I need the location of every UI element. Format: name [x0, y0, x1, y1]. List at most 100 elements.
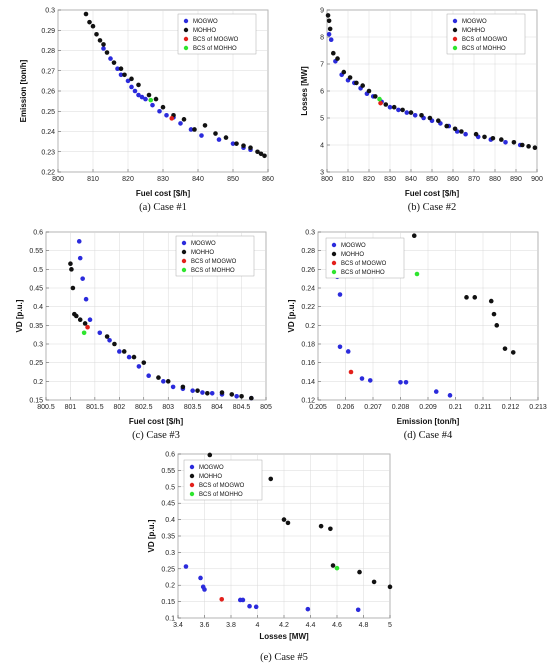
point-mohho — [444, 123, 449, 129]
y-tick-labels: 0.15 0.2 0.25 0.3 0.35 0.4 0.45 0.5 0.55 0.6 — [29, 230, 43, 405]
point-mohho — [347, 75, 353, 80]
point-mohho — [248, 145, 253, 150]
x-tick-label: 4.8 — [359, 622, 369, 629]
y-tick-label: 0.45 — [161, 501, 175, 508]
grid-lines — [177, 453, 391, 619]
x-tick-label: 0.208 — [392, 404, 410, 411]
y-tick-label: 0.28 — [41, 48, 55, 55]
point-mohho — [452, 126, 458, 132]
point-bcs-mohho — [334, 565, 340, 571]
y-tick-label: 0.22 — [41, 170, 55, 177]
y-tick-label: 0.15 — [161, 599, 175, 606]
point-mogwo — [170, 384, 176, 390]
point-mohho — [121, 349, 127, 354]
y-tick-label: 0.1 — [165, 616, 175, 623]
point-mogwo — [157, 108, 162, 114]
point-mohho — [94, 32, 99, 37]
legend-marker-mogwo — [181, 240, 187, 246]
point-mohho — [118, 66, 124, 72]
y-tick-label: 0.25 — [41, 109, 55, 116]
y-tick-label: 3 — [320, 170, 324, 177]
x-tick-label: 804.5 — [233, 404, 251, 411]
x-tick-labels: 800 810 820 830 840 850 860 — [52, 176, 274, 183]
point-mogwo — [230, 141, 236, 146]
legend: MOGWO MOHHO BCS of MOGWO BCS of MOHHO — [446, 13, 526, 55]
legend-marker-bcs-mohho — [181, 267, 187, 273]
point-mohho — [511, 140, 517, 145]
x-tick-label: 880 — [489, 176, 501, 183]
x-tick-label: 830 — [157, 176, 169, 183]
point-bcs-mohho — [81, 330, 87, 336]
x-tick-label: 801.5 — [86, 404, 104, 411]
point-mohho — [499, 137, 504, 142]
y-axis-label: VD [p.u.] — [287, 299, 296, 332]
caption: (b) Case #2 — [408, 202, 456, 213]
point-mohho — [510, 350, 516, 355]
x-tick-label: 900 — [531, 176, 543, 183]
point-mogwo — [108, 56, 113, 61]
x-tick-label: 0.211 — [475, 404, 492, 411]
point-mohho — [180, 384, 186, 390]
point-mohho — [436, 118, 441, 123]
legend-marker-mogwo — [183, 18, 189, 24]
point-mogwo — [305, 606, 311, 612]
y-tick-labels: 0.1 0.15 0.2 0.25 0.3 0.35 0.4 0.45 0.5 0.55 0.6 — [161, 452, 175, 623]
point-mohho — [262, 153, 267, 159]
point-mogwo — [146, 373, 151, 379]
x-tick-label: 4.4 — [306, 622, 316, 629]
point-mogwo — [359, 376, 365, 381]
x-tick-label: 0.207 — [364, 404, 382, 411]
legend-label-mohho: MOHHO — [341, 252, 364, 258]
legend-label-bcs-mohho: BCS of MOHHO — [191, 268, 235, 274]
point-mogwo — [83, 296, 89, 302]
x-axis-label: Losses [MW] — [259, 632, 309, 641]
point-mogwo — [463, 131, 468, 137]
x-tick-label: 800.5 — [37, 404, 55, 411]
point-bcs-mohho — [148, 97, 154, 103]
point-mogwo — [125, 78, 131, 84]
y-tick-label: 0.6 — [165, 452, 175, 459]
x-tick-label: 810 — [87, 176, 99, 183]
legend-box — [175, 235, 255, 277]
x-tick-labels: 800 810 820 830 840 850 860 870 880 890 900 — [321, 176, 543, 183]
x-tick-label: 3.6 — [200, 622, 210, 629]
point-mohho — [341, 69, 347, 75]
legend-marker-mohho — [189, 473, 195, 479]
y-tick-label: 0.55 — [29, 248, 43, 255]
caption-text: Case #3 — [146, 430, 180, 441]
y-tick-label: 0.23 — [41, 149, 55, 156]
point-mogwo — [367, 378, 373, 383]
x-tick-label: 804 — [211, 404, 223, 411]
point-mogwo — [115, 66, 120, 72]
y-tick-label: 0.5 — [33, 267, 43, 274]
point-mohho — [354, 80, 359, 86]
point-mogwo — [234, 393, 239, 399]
point-mohho — [360, 83, 365, 88]
point-mohho — [104, 50, 110, 55]
point-mohho — [87, 19, 92, 25]
y-tick-label: 0.5 — [165, 484, 175, 491]
caption-label: (b) — [408, 202, 421, 213]
point-mohho — [411, 233, 417, 239]
y-tick-label: 0.3 — [165, 550, 175, 557]
point-mogwo — [337, 292, 343, 297]
point-bcs-mogwo — [85, 324, 90, 330]
legend: MOGWO MOHHO BCS of MOGWO BCS of MOHHO — [175, 235, 255, 277]
x-tick-label: 0.206 — [337, 404, 355, 411]
point-mohho — [326, 18, 332, 24]
point-mogwo — [126, 354, 132, 360]
point-mohho — [258, 151, 264, 157]
point-mogwo — [209, 390, 215, 396]
point-mohho — [68, 261, 73, 267]
x-tick-labels: 3.4 3.6 3.8 4 4.2 4.4 4.6 4.8 5 — [173, 622, 392, 629]
legend-marker-bcs-mohho — [189, 491, 195, 497]
point-mohho — [239, 393, 244, 399]
x-tick-label: 870 — [468, 176, 480, 183]
point-mogwo — [132, 88, 138, 94]
legend-marker-bcs-mogwo — [189, 482, 195, 488]
x-tick-label: 5 — [388, 622, 392, 629]
x-tick-label: 0.209 — [419, 404, 437, 411]
x-tick-label: 810 — [342, 176, 354, 183]
x-tick-label: 803 — [162, 404, 174, 411]
chart-case-1: 800 810 820 830 840 850 860 0.220.230.240.250.… — [19, 8, 274, 214]
